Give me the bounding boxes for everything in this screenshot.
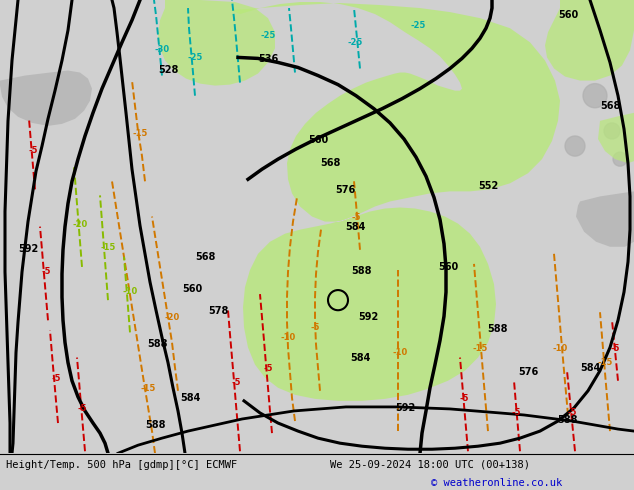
Text: -15: -15 [472, 343, 488, 352]
Text: -5: -5 [310, 323, 320, 332]
Polygon shape [158, 0, 275, 86]
Text: 584: 584 [180, 393, 200, 403]
Text: 578: 578 [208, 306, 228, 316]
Circle shape [604, 123, 620, 139]
Text: -15: -15 [133, 129, 148, 138]
Text: -15: -15 [597, 358, 612, 367]
Text: We 25-09-2024 18:00 UTC (00+138): We 25-09-2024 18:00 UTC (00+138) [330, 460, 529, 469]
Text: -5: -5 [51, 374, 61, 383]
Text: -25: -25 [347, 38, 363, 48]
Circle shape [565, 136, 585, 156]
Text: -10: -10 [280, 333, 295, 343]
Text: 568: 568 [320, 158, 340, 168]
Text: 560: 560 [308, 135, 328, 145]
Text: 576: 576 [335, 185, 355, 196]
Text: 528: 528 [158, 65, 178, 74]
Text: 568: 568 [195, 252, 215, 262]
Text: -5: -5 [263, 364, 273, 373]
Circle shape [613, 152, 627, 166]
Polygon shape [230, 2, 560, 401]
Text: -25: -25 [410, 21, 425, 30]
Text: -25: -25 [187, 53, 203, 62]
Text: 560: 560 [558, 10, 578, 20]
Text: -5: -5 [459, 394, 469, 403]
Text: 584: 584 [345, 221, 365, 232]
Text: 592: 592 [18, 244, 38, 254]
Circle shape [583, 84, 607, 108]
Text: -5: -5 [29, 146, 38, 155]
Text: -5: -5 [351, 213, 361, 221]
Text: -25: -25 [261, 31, 276, 40]
Text: -5: -5 [611, 343, 620, 352]
Polygon shape [598, 113, 634, 163]
Text: Height/Temp. 500 hPa [gdmp][°C] ECMWF: Height/Temp. 500 hPa [gdmp][°C] ECMWF [6, 460, 238, 469]
Text: 560: 560 [438, 262, 458, 272]
Polygon shape [545, 0, 634, 80]
Text: -10: -10 [552, 343, 567, 352]
Text: -5: -5 [77, 404, 87, 413]
Text: © weatheronline.co.uk: © weatheronline.co.uk [431, 478, 562, 488]
Text: -10: -10 [392, 347, 408, 357]
Polygon shape [0, 71, 92, 126]
Text: -5: -5 [41, 267, 51, 276]
Text: 592: 592 [395, 403, 415, 413]
Text: 588: 588 [352, 266, 372, 276]
Text: -5: -5 [567, 408, 577, 417]
Text: 584: 584 [580, 363, 600, 373]
Text: 576: 576 [518, 367, 538, 377]
Text: -5: -5 [231, 378, 241, 387]
Text: 568: 568 [600, 101, 620, 111]
Text: -20: -20 [164, 313, 179, 322]
Text: -30: -30 [155, 46, 169, 54]
Text: 588: 588 [488, 324, 508, 334]
Text: 588: 588 [558, 415, 578, 425]
Text: -15: -15 [140, 384, 156, 393]
Text: -5: -5 [511, 408, 521, 417]
Text: 552: 552 [478, 181, 498, 192]
Text: -15: -15 [100, 243, 115, 252]
Text: -20: -20 [72, 220, 87, 229]
Text: 536: 536 [258, 54, 278, 65]
Text: 584: 584 [350, 353, 370, 363]
Text: -10: -10 [122, 287, 138, 296]
Text: 588: 588 [145, 420, 165, 430]
Text: 592: 592 [358, 312, 378, 322]
Polygon shape [576, 192, 634, 247]
Text: 560: 560 [182, 284, 202, 294]
Text: 588: 588 [148, 340, 168, 349]
